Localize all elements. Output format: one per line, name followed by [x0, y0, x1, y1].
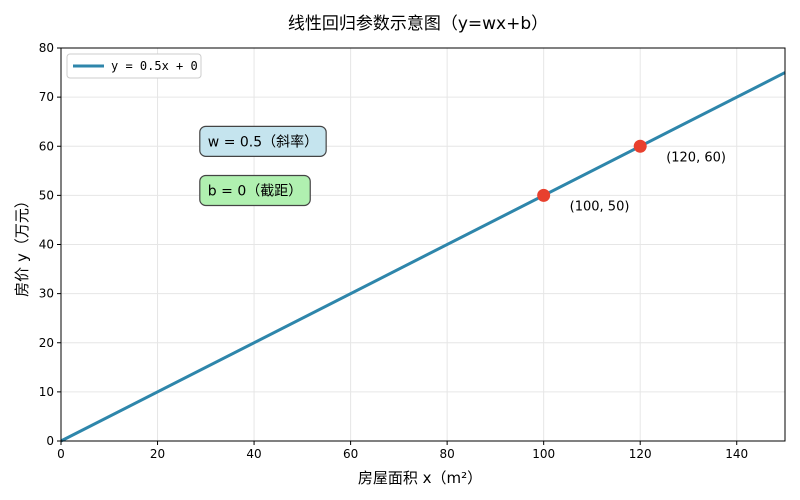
plot-area: (100, 50) (120, 60)	[60, 71, 786, 443]
annotation-background	[199, 125, 327, 157]
data-point	[537, 188, 551, 202]
y-tick-label: 0	[46, 434, 54, 448]
chart-title: 线性回归参数示意图（y=wx+b）	[288, 14, 548, 34]
x-tick-label: 20	[150, 447, 165, 461]
x-tick-label: 140	[725, 447, 748, 461]
axis-ticks: 0 20 40 60 80 100 120 140 0 10 20 30 40 50 60 70 80	[39, 41, 748, 461]
x-tick-label: 120	[629, 447, 652, 461]
legend-entry: y = 0.5x + 0	[111, 59, 198, 73]
annotation-box: b = 0（截距）	[199, 174, 311, 207]
data-point-label: (100, 50)	[570, 199, 630, 214]
grid	[60, 47, 785, 442]
x-tick-label: 100	[532, 447, 555, 461]
x-tick-label: 0	[57, 447, 65, 461]
x-tick-label: 60	[343, 447, 358, 461]
data-point-label: (120, 60)	[666, 150, 726, 165]
y-tick-label: 30	[39, 287, 54, 301]
y-tick-label: 40	[39, 238, 54, 252]
y-tick-label: 20	[39, 336, 54, 350]
legend-box	[66, 53, 202, 79]
data-point	[633, 139, 647, 153]
x-tick-label: 80	[439, 447, 454, 461]
annotation-box: w = 0.5（斜率）	[199, 125, 327, 157]
y-tick-label: 80	[39, 41, 54, 55]
y-tick-label: 70	[39, 90, 54, 104]
y-axis-label: 房价 y（万元）	[13, 193, 31, 297]
annotation-background	[199, 174, 311, 207]
annotation-text: w = 0.5（斜率）	[208, 133, 318, 150]
x-tick-label: 40	[246, 447, 261, 461]
series-line	[60, 71, 786, 443]
annotation-text: b = 0（截距）	[208, 183, 302, 199]
y-tick-label: 60	[39, 139, 54, 153]
x-axis-label: 房屋面积 x（m²）	[358, 469, 482, 487]
y-tick-label: 50	[39, 188, 54, 202]
legend: y = 0.5x + 0	[66, 53, 202, 79]
y-tick-label: 10	[39, 385, 54, 399]
annotations: w = 0.5（斜率） b = 0（截距）	[199, 125, 327, 207]
